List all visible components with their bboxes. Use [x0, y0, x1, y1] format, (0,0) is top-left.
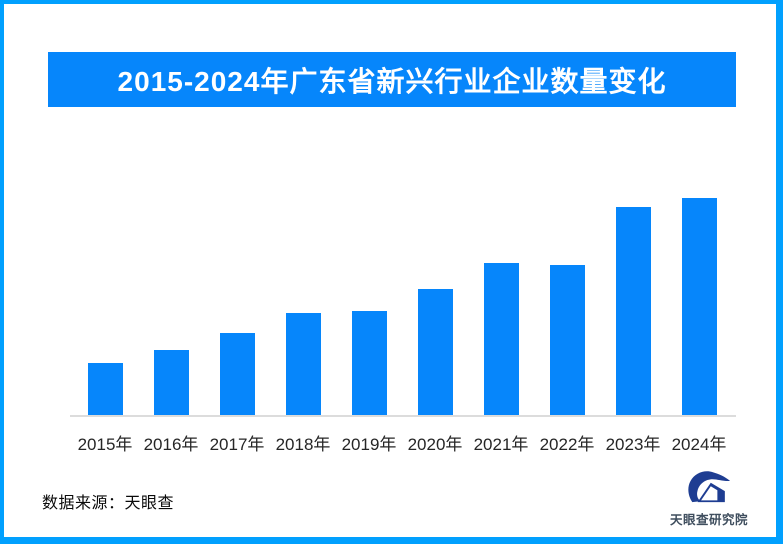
brand-name: 天眼查研究院 — [669, 513, 748, 527]
bar-2021年 — [483, 263, 519, 415]
x-tick-label-2019年: 2019年 — [341, 435, 397, 454]
x-tick-label-2024年: 2024年 — [671, 435, 727, 454]
x-tick-label-2016年: 2016年 — [143, 435, 199, 454]
x-axis-line — [70, 415, 736, 417]
bar-2018年 — [285, 313, 321, 415]
title-banner: 2015-2024年广东省新兴行业企业数量变化 — [48, 52, 736, 107]
x-tick-label-2018年: 2018年 — [275, 435, 331, 454]
x-tick-label-2021年: 2021年 — [473, 435, 529, 454]
x-tick-label-2020年: 2020年 — [407, 435, 463, 454]
chart-title: 2015-2024年广东省新兴行业企业数量变化 — [117, 65, 667, 97]
tianyancha-eye-icon — [688, 471, 731, 503]
bar-2023年 — [615, 207, 651, 415]
bar-2015年 — [87, 363, 123, 415]
bar-2017年 — [219, 333, 255, 415]
x-tick-label-2017年: 2017年 — [209, 435, 265, 454]
infographic-canvas: 2015-2024年广东省新兴行业企业数量变化 2015年 2016年 2017年 2… — [4, 4, 776, 537]
x-tick-label-2015年: 2015年 — [77, 435, 133, 454]
brand-logo: 天眼查研究院 — [654, 470, 764, 528]
x-tick-label-2022年: 2022年 — [539, 435, 595, 454]
bar-2022年 — [549, 265, 585, 415]
data-source-note: 数据来源：天眼查 — [42, 495, 175, 512]
bar-2019年 — [351, 311, 387, 415]
bar-2020年 — [417, 289, 453, 415]
x-tick-label-2023年: 2023年 — [605, 435, 661, 454]
bar-2024年 — [681, 198, 717, 415]
bar-2016年 — [153, 350, 189, 415]
bar-chart: 2015年 2016年 2017年 2018年 2019年 2020年 2021年 2022年… — [4, 4, 776, 537]
